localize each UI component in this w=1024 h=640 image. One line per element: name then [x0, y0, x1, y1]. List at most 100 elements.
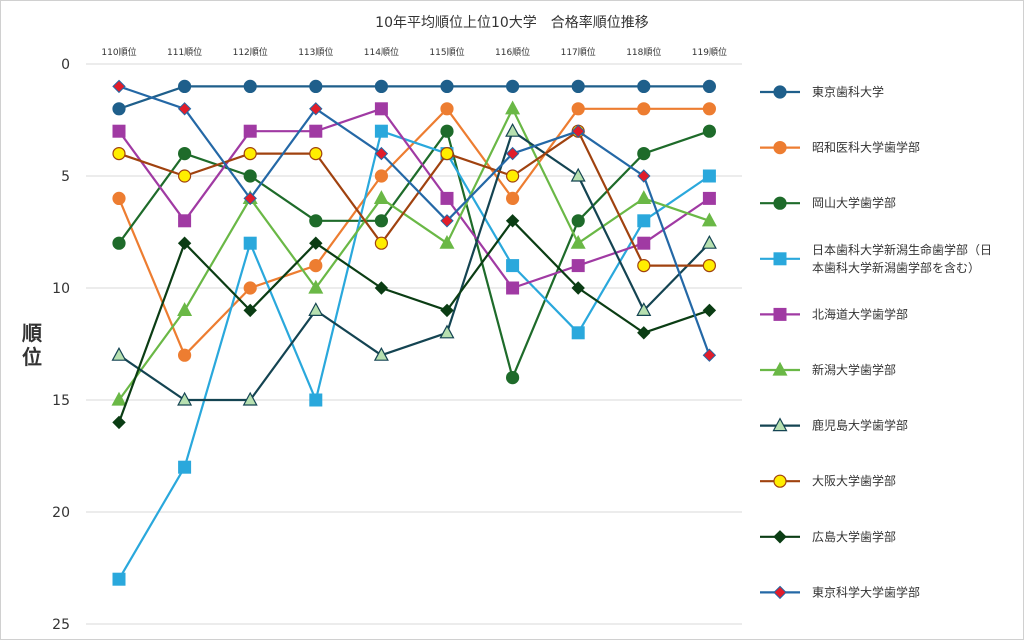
data-point — [112, 572, 126, 586]
legend-item: 岡山大学歯学部 — [760, 195, 896, 210]
data-point — [243, 147, 257, 161]
legend-marker — [773, 85, 787, 99]
data-point — [309, 147, 323, 161]
data-point — [440, 124, 454, 138]
x-tick-label: 110順位 — [101, 46, 136, 58]
x-tick-label: 119順位 — [692, 46, 727, 58]
data-point — [309, 79, 323, 94]
legend-marker — [773, 474, 787, 488]
data-point — [637, 102, 651, 116]
y-axis-label: 順位 — [22, 321, 43, 369]
x-tick-label: 114順位 — [364, 46, 399, 58]
data-point — [112, 102, 126, 116]
data-point — [374, 281, 389, 295]
legend-label: 岡山大学歯学部 — [812, 195, 896, 210]
legend-item: 広島大学歯学部 — [760, 529, 896, 544]
x-tick-label: 111順位 — [167, 46, 202, 58]
data-point — [637, 147, 651, 161]
data-point — [636, 190, 652, 204]
data-point — [637, 236, 651, 250]
legend-item: 鹿児島大学歯学部 — [760, 417, 908, 433]
legend-label: 東京歯科大学 — [812, 84, 884, 99]
data-point — [177, 102, 192, 116]
data-point — [439, 324, 455, 339]
legend-marker — [773, 252, 787, 266]
data-point — [505, 191, 520, 205]
data-point — [374, 169, 388, 183]
data-point — [374, 79, 388, 94]
data-point — [505, 371, 520, 385]
x-tick-label: 112順位 — [233, 46, 268, 58]
data-point — [373, 346, 389, 361]
data-point — [374, 124, 388, 138]
data-point — [177, 302, 193, 316]
data-point — [571, 124, 585, 138]
data-point — [177, 391, 193, 406]
data-point — [439, 234, 455, 249]
legend-label: 新潟大学歯学部 — [812, 362, 896, 377]
data-point — [506, 281, 520, 295]
x-tick-label: 117順位 — [561, 46, 596, 58]
data-point — [112, 124, 126, 138]
data-point — [178, 348, 192, 362]
data-point — [440, 102, 454, 116]
data-point — [637, 214, 651, 228]
data-point — [702, 191, 716, 205]
data-point — [178, 460, 192, 474]
data-point — [702, 79, 717, 94]
data-point — [243, 303, 257, 318]
data-point — [112, 415, 126, 430]
series-9 — [112, 214, 717, 430]
data-point — [242, 391, 258, 406]
data-point — [112, 236, 126, 250]
legend-item: 東京科学大学歯学部 — [760, 584, 920, 599]
legend-marker — [773, 307, 787, 321]
data-point — [111, 391, 127, 406]
x-tick-label: 118順位 — [626, 46, 661, 58]
data-point — [243, 191, 257, 206]
series-line — [118, 130, 711, 580]
data-point — [178, 169, 192, 183]
legend-item: 新潟大学歯学部 — [760, 361, 896, 377]
data-point — [440, 147, 454, 161]
legend-item: 大阪大学歯学部 — [760, 473, 896, 488]
data-point — [111, 346, 127, 361]
data-point — [701, 234, 717, 249]
x-tick-label: 115順位 — [429, 46, 464, 58]
y-tick-label: 20 — [52, 505, 70, 521]
data-point — [637, 326, 651, 340]
series-line — [118, 130, 711, 402]
legend-label: 大阪大学歯学部 — [812, 473, 896, 488]
y-tick-label: 5 — [61, 169, 70, 185]
data-point — [178, 214, 192, 228]
data-point — [505, 79, 520, 94]
data-point — [112, 147, 126, 161]
series-7 — [111, 122, 717, 406]
y-tick-label: 0 — [61, 57, 70, 73]
data-point — [570, 234, 586, 249]
grid-lines — [86, 63, 742, 625]
data-point — [702, 303, 717, 318]
series-10 — [112, 79, 717, 362]
data-point — [571, 281, 585, 295]
data-point — [308, 279, 324, 294]
data-point — [637, 169, 651, 183]
legend-label: 日本歯科大学新潟生命歯学部（日本歯科大学新潟歯学部を含む） — [812, 242, 992, 275]
data-point — [243, 124, 257, 138]
data-point — [374, 102, 388, 116]
data-point — [112, 79, 126, 94]
data-point — [637, 259, 651, 273]
legend-label: 広島大学歯学部 — [812, 529, 896, 544]
data-point — [440, 191, 454, 205]
legend-label: 鹿児島大学歯学部 — [812, 418, 908, 433]
data-point — [243, 281, 257, 295]
data-point — [440, 214, 454, 228]
data-point — [440, 303, 454, 318]
data-point — [440, 79, 454, 94]
legend-item: 昭和医科大学歯学部 — [760, 140, 920, 155]
legend-marker — [773, 530, 787, 544]
data-point — [571, 259, 585, 273]
data-point — [374, 214, 388, 228]
legend-marker — [772, 361, 788, 376]
data-point — [178, 147, 192, 161]
